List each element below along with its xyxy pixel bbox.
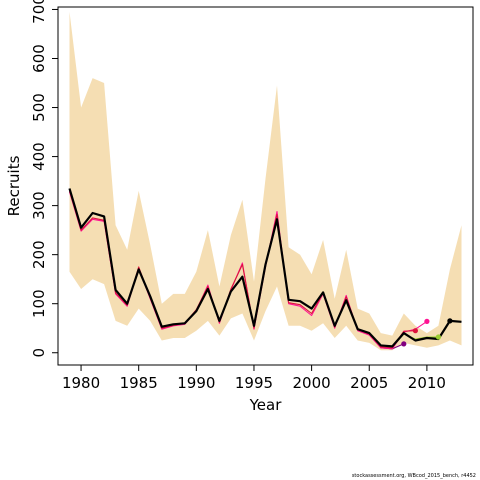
y-tick-label: 700	[30, 0, 48, 24]
end-point-3	[424, 318, 430, 324]
end-point-5	[447, 318, 453, 324]
x-axis-title: Year	[249, 396, 283, 414]
series-layer	[68, 188, 462, 350]
confidence-band-layer	[69, 11, 462, 351]
y-tick-label: 200	[30, 240, 48, 269]
confidence-band	[69, 11, 462, 351]
y-tick-label: 0	[30, 348, 48, 358]
y-tick-label: 100	[30, 289, 48, 318]
x-tick-label: 1980	[62, 374, 100, 392]
x-tick-label: 1990	[177, 374, 215, 392]
x-axis: 1980 1985 1990 1995 2000 2005 2010	[62, 365, 446, 392]
plot-frame	[57, 6, 474, 366]
x-tick-label: 1985	[120, 374, 158, 392]
end-points-layer	[401, 318, 453, 347]
y-tick-label: 600	[30, 44, 48, 73]
series-line-1	[68, 188, 462, 348]
end-point-1	[401, 341, 407, 347]
y-tick-label: 300	[30, 191, 48, 220]
x-tick-label: 2005	[350, 374, 388, 392]
y-tick-label: 500	[30, 93, 48, 122]
x-tick-label: 1995	[235, 374, 273, 392]
end-point-2	[412, 328, 418, 334]
x-tick-label: 2000	[293, 374, 331, 392]
y-axis: 0 100 200 300 400 500 600 700	[30, 0, 58, 357]
end-point-4	[435, 334, 441, 340]
source-credit: stockassessment.org, WBcod_2015_bench, r…	[351, 473, 476, 479]
x-tick-label: 2010	[408, 374, 446, 392]
y-tick-label: 400	[30, 142, 48, 171]
y-axis-title: Recruits	[5, 155, 23, 216]
